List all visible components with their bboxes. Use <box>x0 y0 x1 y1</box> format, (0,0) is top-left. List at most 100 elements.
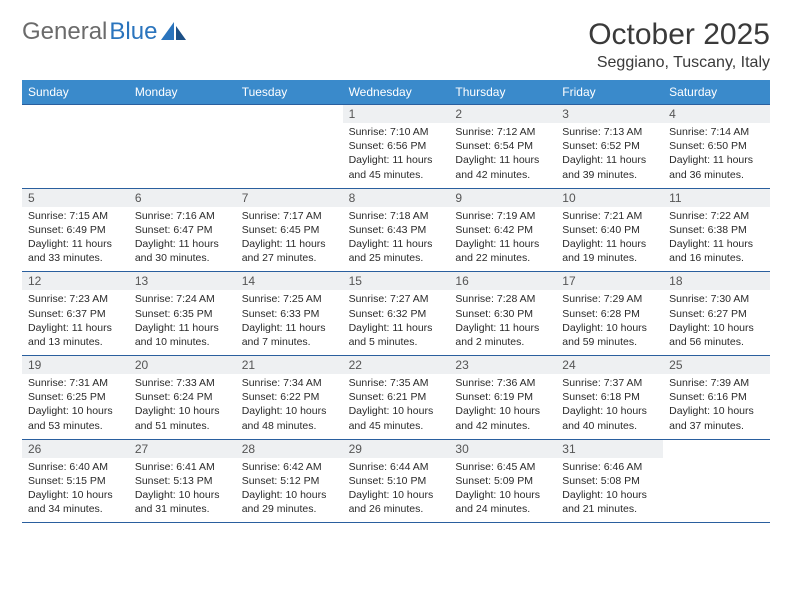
sunrise-line: Sunrise: 7:36 AM <box>455 376 550 390</box>
day-info: Sunrise: 7:39 AMSunset: 6:16 PMDaylight:… <box>663 376 770 433</box>
week-row: 26Sunrise: 6:40 AMSunset: 5:15 PMDayligh… <box>22 440 770 524</box>
day-info: Sunrise: 7:23 AMSunset: 6:37 PMDaylight:… <box>22 292 129 349</box>
daylight-line: Daylight: 10 hours and 51 minutes. <box>135 404 230 432</box>
day-number: 11 <box>663 189 770 207</box>
daylight-line: Daylight: 11 hours and 27 minutes. <box>242 237 337 265</box>
day-number: 1 <box>343 105 450 123</box>
day-info: Sunrise: 7:14 AMSunset: 6:50 PMDaylight:… <box>663 125 770 182</box>
month-title: October 2025 <box>588 18 770 52</box>
sunrise-line: Sunrise: 6:42 AM <box>242 460 337 474</box>
day-number: 8 <box>343 189 450 207</box>
day-cell: 7Sunrise: 7:17 AMSunset: 6:45 PMDaylight… <box>236 189 343 272</box>
dayname: Friday <box>556 80 663 104</box>
sunset-line: Sunset: 6:38 PM <box>669 223 764 237</box>
sunrise-line: Sunrise: 7:35 AM <box>349 376 444 390</box>
day-number: 2 <box>449 105 556 123</box>
day-number: 16 <box>449 272 556 290</box>
day-info: Sunrise: 7:16 AMSunset: 6:47 PMDaylight:… <box>129 209 236 266</box>
day-info: Sunrise: 7:24 AMSunset: 6:35 PMDaylight:… <box>129 292 236 349</box>
sunset-line: Sunset: 6:24 PM <box>135 390 230 404</box>
sunset-line: Sunset: 6:16 PM <box>669 390 764 404</box>
daylight-line: Daylight: 10 hours and 26 minutes. <box>349 488 444 516</box>
day-cell: 23 Sunrise: 7:36 AMSunset: 6:19 PMDayligh… <box>449 356 556 439</box>
sunrise-line: Sunrise: 7:25 AM <box>242 292 337 306</box>
day-cell: 2Sunrise: 7:12 AMSunset: 6:54 PMDaylight… <box>449 105 556 188</box>
day-info: Sunrise: 7:36 AMSunset: 6:19 PMDaylight:… <box>449 376 556 433</box>
day-info: Sunrise: 6:46 AMSunset: 5:08 PMDaylight:… <box>556 460 663 517</box>
sunrise-line: Sunrise: 7:27 AM <box>349 292 444 306</box>
sunrise-line: Sunrise: 6:41 AM <box>135 460 230 474</box>
day-number: 17 <box>556 272 663 290</box>
sunset-line: Sunset: 6:56 PM <box>349 139 444 153</box>
day-cell: 4 Sunrise: 7:14 AMSunset: 6:50 PMDaylight… <box>663 105 770 188</box>
header: GeneralBlue October 2025 Seggiano, Tusca… <box>22 18 770 72</box>
dayname: Tuesday <box>236 80 343 104</box>
day-info: Sunrise: 7:15 AMSunset: 6:49 PMDaylight:… <box>22 209 129 266</box>
day-number: 4 <box>663 105 770 123</box>
logo-text-gray: General <box>22 18 107 46</box>
week-row: 1Sunrise: 7:10 AMSunset: 6:56 PMDaylight… <box>22 104 770 189</box>
day-cell: 3Sunrise: 7:13 AMSunset: 6:52 PMDaylight… <box>556 105 663 188</box>
day-cell: 15Sunrise: 7:27 AMSunset: 6:32 PMDayligh… <box>343 272 450 355</box>
sunrise-line: Sunrise: 7:15 AM <box>28 209 123 223</box>
sunrise-line: Sunrise: 7:19 AM <box>455 209 550 223</box>
day-cell: 28 Sunrise: 6:42 AMSunset: 5:12 PMDayligh… <box>236 440 343 523</box>
daylight-line: Daylight: 11 hours and 7 minutes. <box>242 321 337 349</box>
sunset-line: Sunset: 6:43 PM <box>349 223 444 237</box>
day-cell: 26Sunrise: 6:40 AMSunset: 5:15 PMDayligh… <box>22 440 129 523</box>
sunset-line: Sunset: 6:30 PM <box>455 307 550 321</box>
day-cell: 10 Sunrise: 7:21 AMSunset: 6:40 PMDayligh… <box>556 189 663 272</box>
day-cell: 21 Sunrise: 7:34 AMSunset: 6:22 PMDayligh… <box>236 356 343 439</box>
sunrise-line: Sunrise: 7:34 AM <box>242 376 337 390</box>
daylight-line: Daylight: 11 hours and 5 minutes. <box>349 321 444 349</box>
day-cell: 24Sunrise: 7:37 AMSunset: 6:18 PMDayligh… <box>556 356 663 439</box>
sunrise-line: Sunrise: 7:28 AM <box>455 292 550 306</box>
day-number: 13 <box>129 272 236 290</box>
day-info: Sunrise: 7:33 AMSunset: 6:24 PMDaylight:… <box>129 376 236 433</box>
day-number: 21 <box>236 356 343 374</box>
sunset-line: Sunset: 6:45 PM <box>242 223 337 237</box>
day-cell: 13 Sunrise: 7:24 AMSunset: 6:35 PMDayligh… <box>129 272 236 355</box>
day-cell: 29Sunrise: 6:44 AMSunset: 5:10 PMDayligh… <box>343 440 450 523</box>
sunrise-line: Sunrise: 7:37 AM <box>562 376 657 390</box>
sunset-line: Sunset: 5:15 PM <box>28 474 123 488</box>
day-number: 25 <box>663 356 770 374</box>
sunset-line: Sunset: 6:18 PM <box>562 390 657 404</box>
day-cell: 5Sunrise: 7:15 AMSunset: 6:49 PMDaylight… <box>22 189 129 272</box>
sunset-line: Sunset: 6:52 PM <box>562 139 657 153</box>
day-number: 26 <box>22 440 129 458</box>
dayname: Sunday <box>22 80 129 104</box>
day-cell <box>663 440 770 523</box>
sunset-line: Sunset: 6:25 PM <box>28 390 123 404</box>
day-info: Sunrise: 7:25 AMSunset: 6:33 PMDaylight:… <box>236 292 343 349</box>
day-cell: 9Sunrise: 7:19 AMSunset: 6:42 PMDaylight… <box>449 189 556 272</box>
day-info: Sunrise: 7:30 AMSunset: 6:27 PMDaylight:… <box>663 292 770 349</box>
day-cell: 17Sunrise: 7:29 AMSunset: 6:28 PMDayligh… <box>556 272 663 355</box>
sunset-line: Sunset: 6:40 PM <box>562 223 657 237</box>
daylight-line: Daylight: 10 hours and 37 minutes. <box>669 404 764 432</box>
sunrise-line: Sunrise: 6:46 AM <box>562 460 657 474</box>
day-cell: 16Sunrise: 7:28 AMSunset: 6:30 PMDayligh… <box>449 272 556 355</box>
dayname: Thursday <box>449 80 556 104</box>
day-info: Sunrise: 7:21 AMSunset: 6:40 PMDaylight:… <box>556 209 663 266</box>
day-number: 31 <box>556 440 663 458</box>
daylight-line: Daylight: 10 hours and 56 minutes. <box>669 321 764 349</box>
week-row: 12Sunrise: 7:23 AMSunset: 6:37 PMDayligh… <box>22 272 770 356</box>
daylight-line: Daylight: 10 hours and 29 minutes. <box>242 488 337 516</box>
day-info: Sunrise: 7:19 AMSunset: 6:42 PMDaylight:… <box>449 209 556 266</box>
day-number: 23 <box>449 356 556 374</box>
sunrise-line: Sunrise: 7:31 AM <box>28 376 123 390</box>
daylight-line: Daylight: 10 hours and 31 minutes. <box>135 488 230 516</box>
day-info: Sunrise: 7:13 AMSunset: 6:52 PMDaylight:… <box>556 125 663 182</box>
day-number: 10 <box>556 189 663 207</box>
sunset-line: Sunset: 6:28 PM <box>562 307 657 321</box>
day-info: Sunrise: 7:34 AMSunset: 6:22 PMDaylight:… <box>236 376 343 433</box>
sunset-line: Sunset: 5:12 PM <box>242 474 337 488</box>
title-block: October 2025 Seggiano, Tuscany, Italy <box>588 18 770 72</box>
day-number: 15 <box>343 272 450 290</box>
daylight-line: Daylight: 11 hours and 16 minutes. <box>669 237 764 265</box>
day-number: 28 <box>236 440 343 458</box>
day-cell: 31 Sunrise: 6:46 AMSunset: 5:08 PMDayligh… <box>556 440 663 523</box>
week-row: 19Sunrise: 7:31 AMSunset: 6:25 PMDayligh… <box>22 356 770 440</box>
day-info: Sunrise: 7:35 AMSunset: 6:21 PMDaylight:… <box>343 376 450 433</box>
